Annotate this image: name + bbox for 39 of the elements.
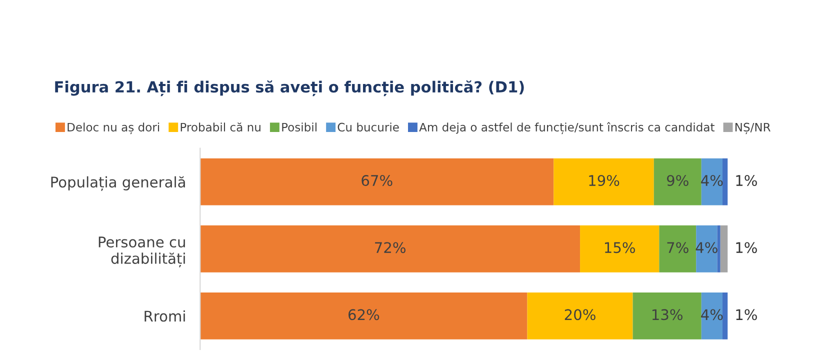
data-label: 15%	[604, 242, 635, 254]
legend-label: Probabil că nu	[180, 122, 260, 132]
bar	[200, 292, 528, 340]
bar	[722, 158, 728, 206]
legend-label: Deloc nu aș dori	[68, 122, 160, 134]
y-tick-label: Persoane cu dizabilități	[98, 236, 185, 268]
data-label: 1%	[736, 309, 757, 320]
chart-title: Figura 21. Ați fi dispus să aveți o funcție politică? (D1)	[55, 80, 524, 96]
data-label: 19%	[589, 174, 620, 186]
data-label: 62%	[348, 309, 380, 320]
y-tick-label: Populația generală	[51, 176, 185, 191]
data-label: 4%	[701, 174, 723, 186]
data-label: 13%	[652, 309, 682, 320]
bar	[722, 292, 728, 340]
data-label: 67%	[362, 174, 392, 186]
bar	[701, 292, 722, 340]
data-label: 4%	[701, 309, 723, 320]
bar	[527, 292, 633, 340]
bar	[580, 225, 660, 272]
data-label: 1%	[736, 242, 757, 254]
bar	[701, 158, 722, 206]
legend-label: Am deja o astfel de funcție/sunt înscris ca candidat	[419, 122, 714, 134]
bar	[654, 158, 702, 206]
data-label: 20%	[564, 309, 596, 320]
bar	[717, 225, 720, 272]
legend-label: NȘ/NR	[735, 122, 770, 134]
bar	[554, 158, 654, 206]
bar	[200, 158, 554, 206]
y-tick-label: Rromi	[144, 310, 185, 322]
legend-label: Cu bucurie	[338, 122, 399, 132]
data-label: 9%	[666, 174, 688, 186]
bar	[659, 225, 696, 272]
data-label: 72%	[375, 242, 406, 254]
data-label: 1%	[736, 174, 757, 186]
data-label: 7%	[667, 242, 688, 254]
bar	[720, 225, 728, 272]
bar	[632, 292, 702, 340]
legend-label: Posibil	[282, 122, 316, 132]
bar	[200, 225, 580, 272]
